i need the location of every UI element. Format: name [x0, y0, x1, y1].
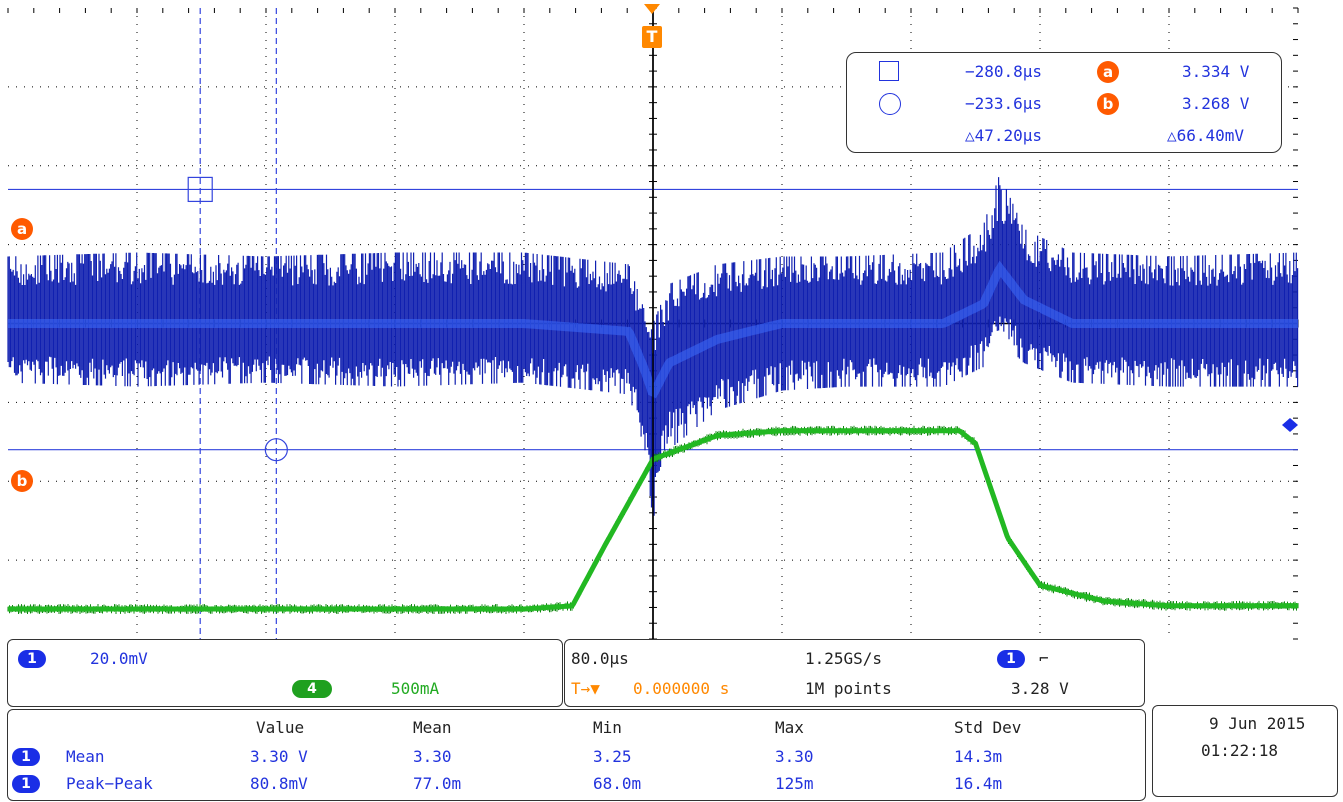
rising-edge-icon: ⌐ [1039, 649, 1049, 668]
cursor-a-label: a [11, 218, 33, 240]
meas-row1-stddev: 14.3m [954, 747, 1003, 766]
time-label: 01:22:18 [1201, 741, 1279, 760]
trigger-level[interactable]: 3.28 V [1011, 679, 1069, 698]
meas-header-max: Max [775, 718, 804, 737]
meas-header-value: Value [256, 718, 305, 737]
meas-row1-max: 3.30 [775, 747, 814, 766]
trigger-position-prefix: T→▼ [571, 679, 600, 698]
ch1-scale[interactable]: 20.0mV [90, 649, 148, 668]
ch4-badge[interactable]: 4 [292, 680, 332, 698]
meas-row2-stddev: 16.4m [954, 774, 1003, 793]
timebase-panel[interactable]: 80.0µs 1.25GS/s T→▼ 0.000000 s 1M points… [564, 639, 1145, 707]
datetime-panel: 9 Jun 2015 01:22:18 [1152, 705, 1338, 797]
meas-row1-mean: 3.30 [413, 747, 452, 766]
cursor-b-label: b [11, 470, 33, 492]
meas-row2-min: 68.0m [593, 774, 642, 793]
measurements-panel: Value Mean Min Max Std Dev 1 Mean 3.30 V… [7, 709, 1146, 801]
record-length: 1M points [805, 679, 892, 698]
cursor-b-time: −233.6µs [965, 94, 1043, 113]
cursor-a-value: 3.334 V [1182, 62, 1250, 81]
ch1-badge[interactable]: 1 [18, 650, 46, 668]
meas-row2-value: 80.8mV [250, 774, 308, 793]
meas-row1-badge: 1 [12, 748, 40, 766]
ch4-scale[interactable]: 500mA [391, 679, 440, 698]
meas-row2-max: 125m [775, 774, 814, 793]
time-per-div[interactable]: 80.0µs [571, 649, 629, 668]
sample-rate: 1.25GS/s [805, 649, 883, 668]
cursor-b-value: 3.268 V [1182, 94, 1250, 113]
cursor-b-circle-handle [264, 438, 288, 462]
cursor-b-badge: b [1097, 93, 1119, 115]
meas-row2-mean: 77.0m [413, 774, 462, 793]
meas-header-stddev: Std Dev [954, 718, 1022, 737]
meas-row1-name: Mean [66, 747, 105, 766]
meas-row2-name: Peak−Peak [66, 774, 153, 793]
meas-row1-value: 3.30 V [250, 747, 308, 766]
cursor-delta-value: △66.40mV [1167, 126, 1245, 145]
meas-row1-min: 3.25 [593, 747, 632, 766]
meas-row2-badge: 1 [12, 775, 40, 793]
trigger-position-marker[interactable]: T [642, 4, 662, 48]
cursor-a-time: −280.8µs [965, 62, 1043, 81]
ch1-offset-marker [1282, 418, 1298, 432]
trigger-position[interactable]: 0.000000 s [633, 679, 730, 698]
meas-header-min: Min [593, 718, 622, 737]
trigger-marker-label: T [642, 26, 662, 48]
square-cursor-icon [879, 61, 899, 81]
channel-scale-panel[interactable]: 1 20.0mV 4 500mA [7, 639, 563, 707]
trigger-source-badge[interactable]: 1 [997, 650, 1025, 668]
cursor-a-square-handle [187, 176, 213, 203]
circle-cursor-icon [879, 93, 901, 115]
cursor-delta-time: △47.20µs [965, 126, 1043, 145]
date-label: 9 Jun 2015 [1209, 714, 1306, 733]
cursor-a-badge: a [1097, 61, 1119, 83]
meas-header-mean: Mean [413, 718, 452, 737]
cursor-readout-panel: −280.8µs a 3.334 V −233.6µs b 3.268 V △4… [846, 52, 1282, 153]
